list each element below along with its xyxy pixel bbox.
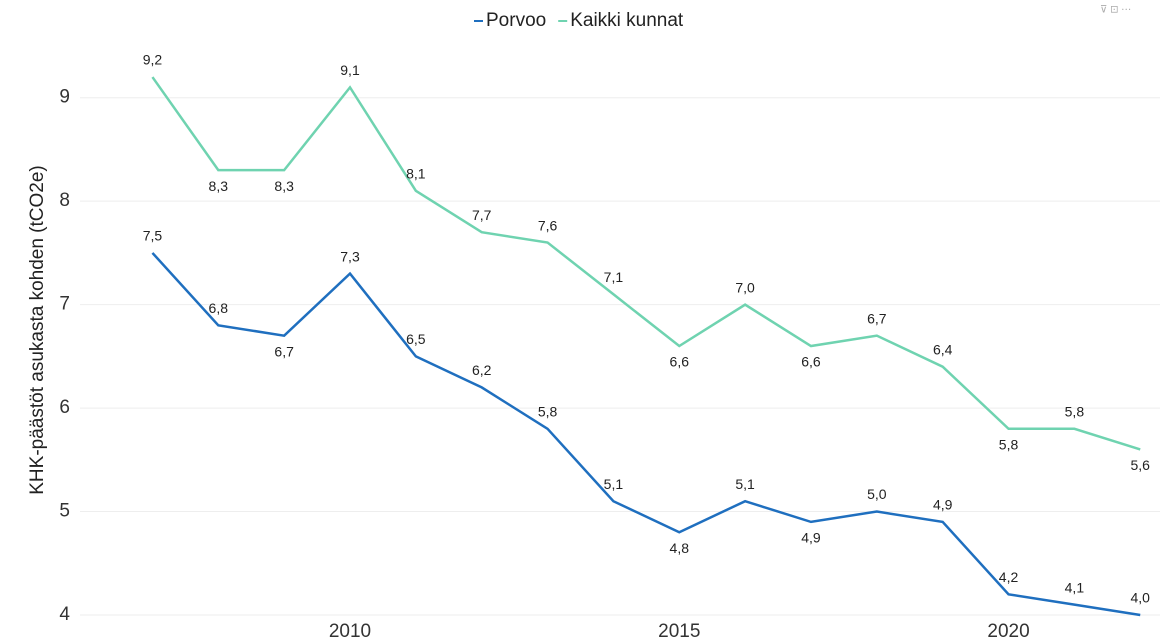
data-label: 6,2 [472, 362, 492, 378]
data-label: 6,7 [867, 310, 887, 326]
data-label: 6,4 [933, 341, 953, 357]
data-label: 5,6 [1131, 457, 1151, 473]
data-label: 7,5 [143, 228, 163, 244]
data-label: 6,5 [406, 331, 426, 347]
data-label: 7,0 [735, 279, 755, 295]
data-label: 7,7 [472, 207, 492, 223]
data-label: 6,6 [801, 354, 821, 370]
data-label: 5,1 [735, 476, 755, 492]
series-line [151, 76, 1141, 451]
data-label: 6,8 [209, 300, 229, 316]
y-tick-label: 9 [59, 87, 70, 108]
data-label: 4,1 [1065, 579, 1085, 595]
y-tick-label: 8 [59, 190, 70, 211]
data-label: 4,9 [801, 530, 821, 546]
data-label: 4,9 [933, 497, 953, 513]
toolbar-icons[interactable]: ⊽ ⊡ ⋯ [1100, 5, 1131, 16]
y-tick-label: 7 [59, 294, 70, 315]
legend-label: Kaikki kunnat [570, 10, 684, 31]
data-label: 5,8 [538, 403, 558, 419]
data-label: 5,1 [604, 476, 624, 492]
data-label: 9,1 [340, 62, 360, 78]
legend-label: Porvoo [486, 10, 546, 31]
x-tick-label: 2020 [987, 621, 1029, 642]
y-tick-label: 4 [59, 604, 70, 625]
data-label: 7,6 [538, 217, 558, 233]
y-tick-label: 6 [59, 397, 70, 418]
data-label: 6,6 [670, 354, 690, 370]
data-label: 4,8 [670, 540, 690, 556]
data-label: 5,8 [1065, 403, 1085, 419]
data-label: 8,3 [274, 178, 294, 194]
data-label: 4,2 [999, 569, 1019, 585]
series-line [151, 252, 1141, 617]
x-tick-label: 2015 [658, 621, 700, 642]
data-label: 8,1 [406, 166, 426, 182]
x-tick-label: 2010 [329, 621, 371, 642]
data-label: 4,0 [1131, 590, 1151, 606]
data-label: 8,3 [209, 178, 229, 194]
data-label: 5,0 [867, 486, 887, 502]
y-axis-label: KHK-päästöt asukasta kohden (tCO2e) [27, 165, 48, 495]
y-tick-label: 5 [59, 501, 70, 522]
data-label: 6,7 [274, 343, 294, 359]
data-label: 7,3 [340, 248, 360, 264]
data-label: 9,2 [143, 52, 163, 68]
data-label: 5,8 [999, 436, 1019, 452]
data-label: 7,1 [604, 269, 624, 285]
